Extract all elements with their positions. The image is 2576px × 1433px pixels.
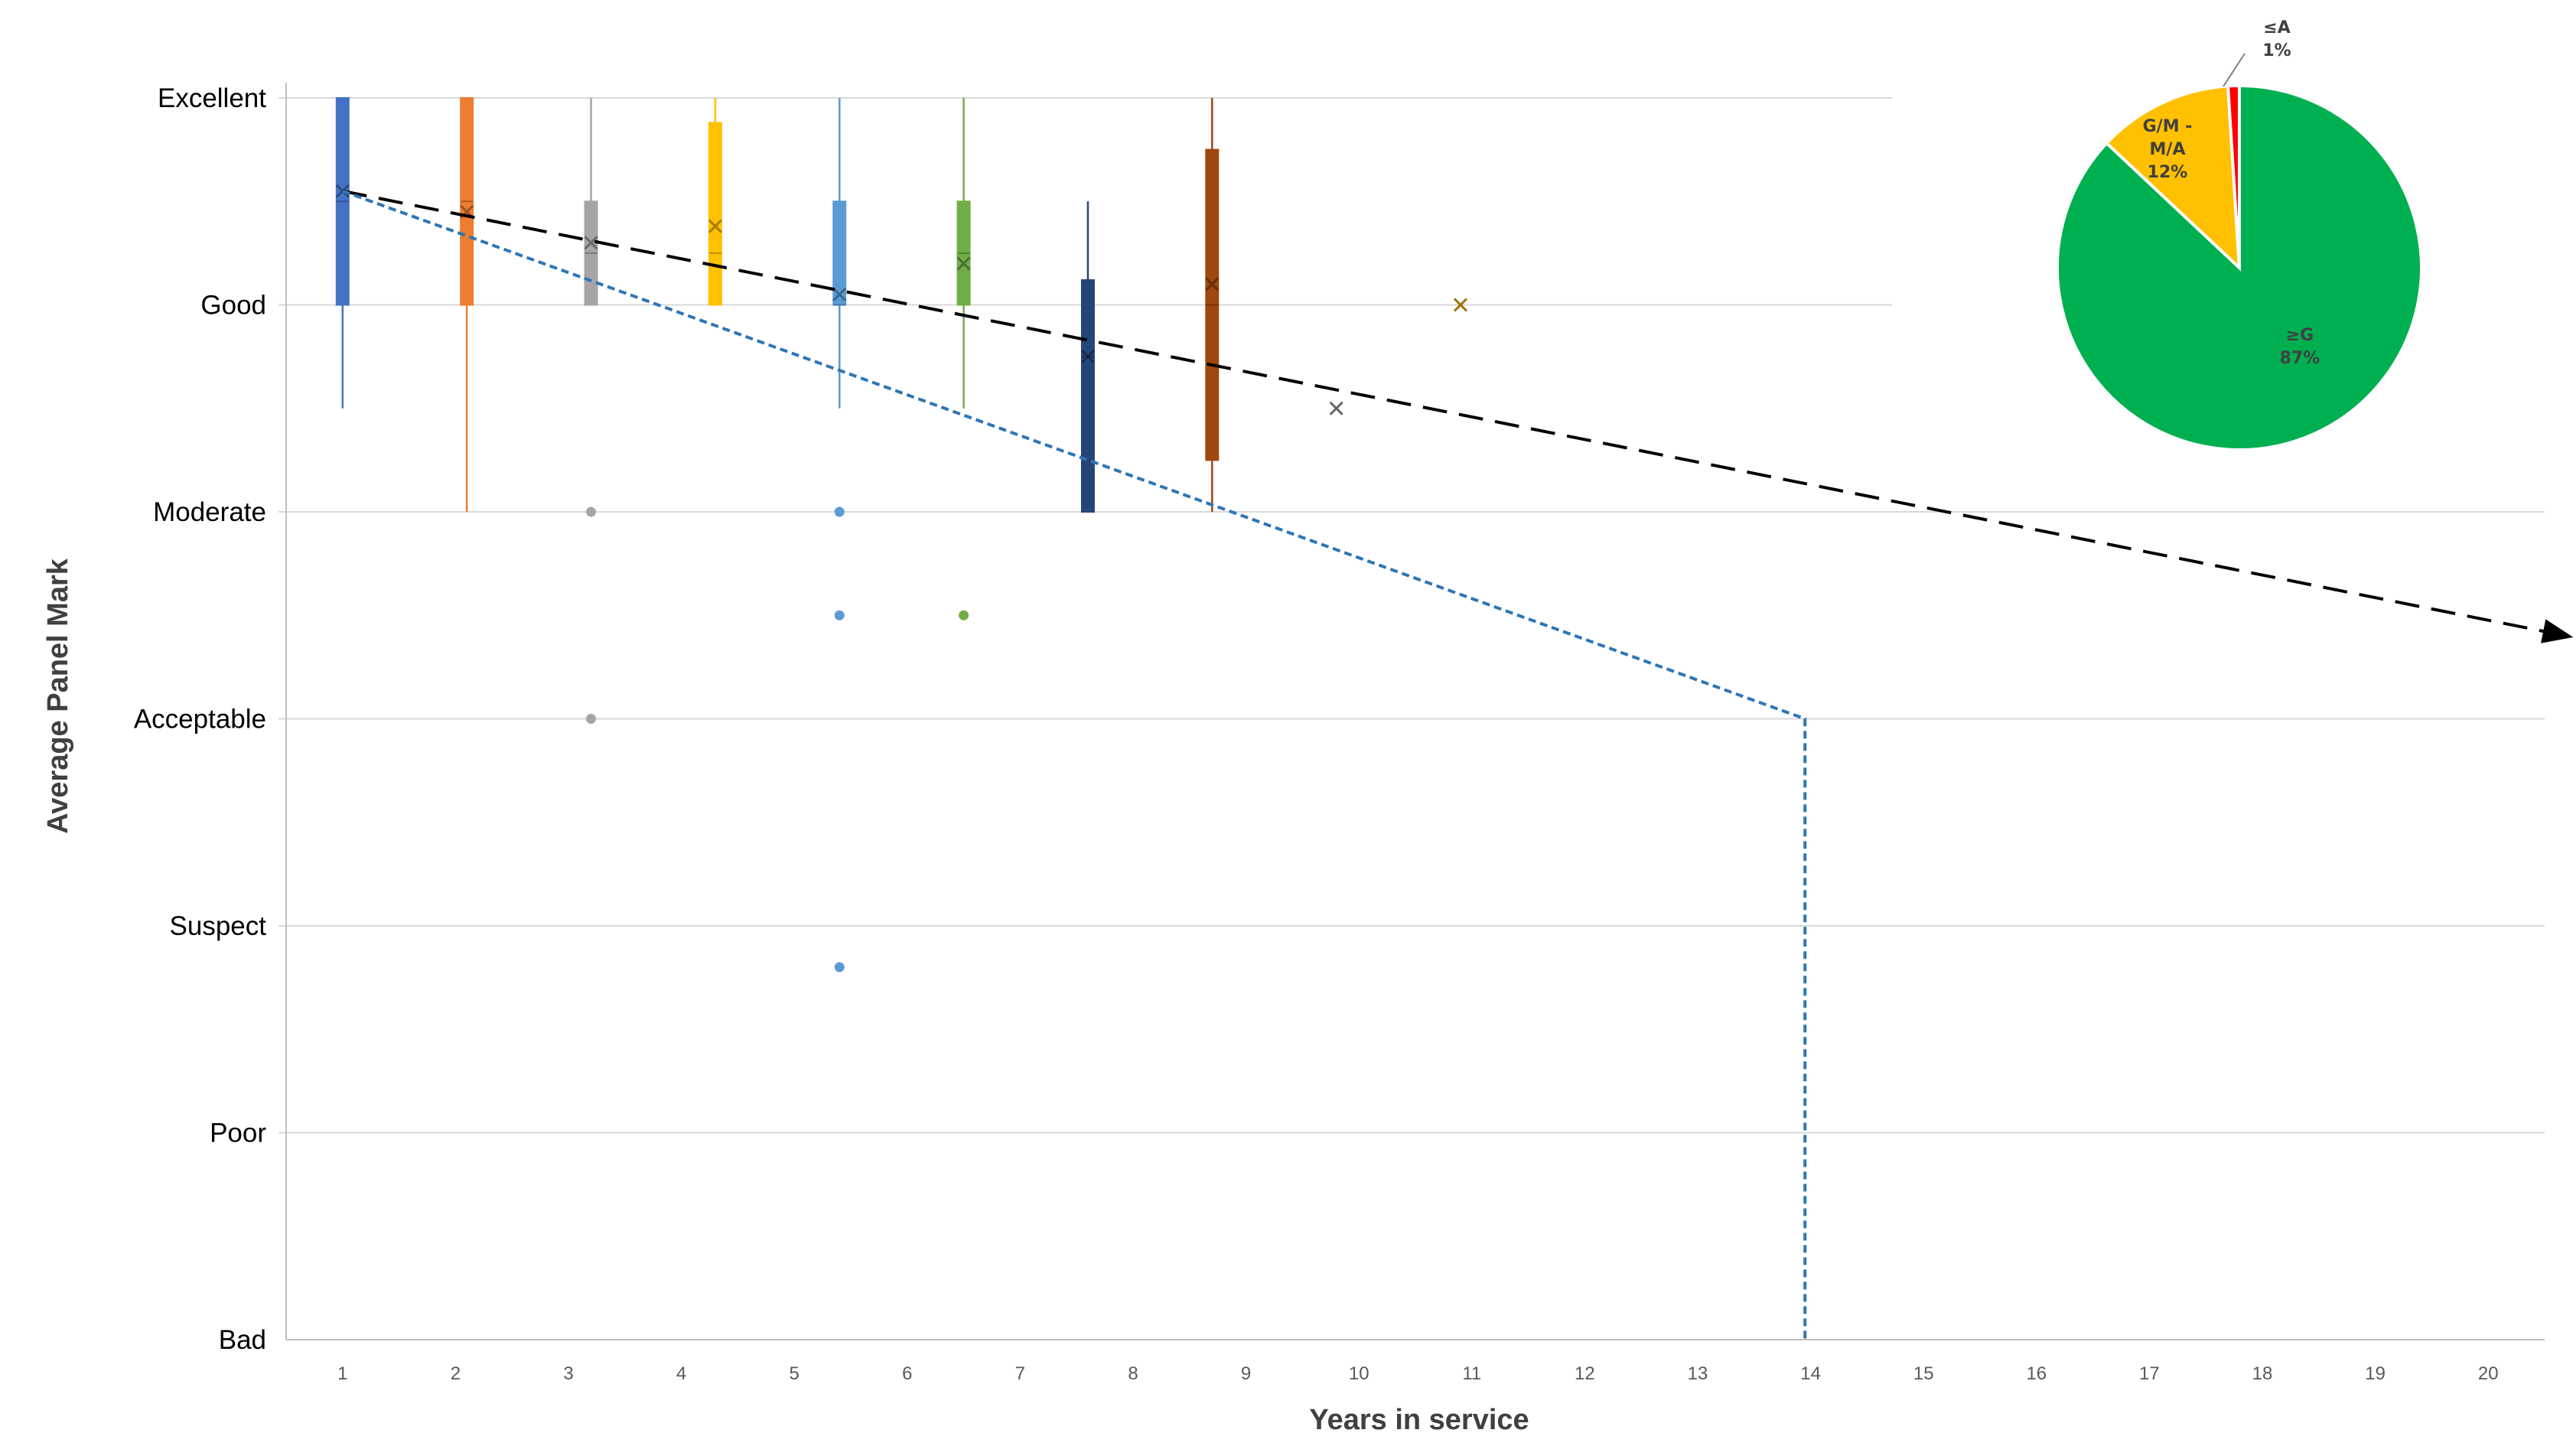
box-outlier: [959, 610, 969, 620]
x-tick-17: 17: [2139, 1363, 2160, 1384]
pie-label-3-line: 1%: [2262, 41, 2291, 60]
box-8: [1205, 98, 1220, 512]
box-mean-marker: [1453, 298, 1468, 312]
box-outlier: [834, 506, 845, 517]
x-tick-12: 12: [1575, 1363, 1595, 1384]
x-tick-6: 6: [902, 1363, 912, 1384]
box-mean-marker: [1205, 277, 1220, 291]
x-tick-9: 9: [1241, 1363, 1251, 1384]
box-7: [1080, 201, 1096, 513]
box-1: [335, 97, 350, 409]
pie-label-1: ≥G 87%: [2280, 326, 2320, 368]
box-9: [1329, 401, 1343, 415]
x-tick-2: 2: [451, 1363, 461, 1384]
pie-label-1-line: 87%: [2280, 349, 2320, 368]
pie-label-3-line: ≤A: [2263, 18, 2290, 37]
pie-slice-3: [2226, 83, 2241, 269]
x-tick-11: 11: [1462, 1363, 1481, 1384]
box-iqr: [1080, 279, 1095, 513]
box-4: [708, 98, 722, 306]
box-3: [584, 98, 598, 724]
x-tick-7: 7: [1015, 1363, 1025, 1384]
pie-slice-2: [2104, 84, 2242, 272]
y-tick-moderate: Moderate: [153, 497, 266, 527]
y-axis-title: Average Panel Mark: [42, 558, 74, 834]
box-outlier: [834, 610, 845, 620]
y-tick-labels: Bad Poor Suspect Acceptable Moderate Good Exce…: [134, 83, 267, 1355]
box-mean-marker: [1329, 401, 1343, 415]
pie-label-3: ≤A 1%: [2262, 18, 2291, 60]
axes: [285, 83, 2545, 1340]
x-tick-5: 5: [790, 1363, 800, 1384]
box-outlier: [586, 714, 597, 724]
x-axis-title: Years in service: [1309, 1404, 1529, 1433]
box-iqr: [956, 200, 971, 306]
x-tick-10: 10: [1349, 1363, 1369, 1384]
x-tick-4: 4: [676, 1363, 686, 1384]
x-tick-20: 20: [2478, 1363, 2499, 1384]
trend-lines: [342, 189, 2574, 1340]
box-iqr: [1205, 148, 1220, 461]
box-mean-marker: [832, 287, 847, 302]
box-iqr: [832, 200, 847, 306]
box-iqr: [460, 97, 474, 306]
y-tick-suspect: Suspect: [170, 911, 267, 941]
x-tick-14: 14: [1800, 1363, 1821, 1384]
trend-line-2: [342, 189, 1807, 1340]
y-tick-good: Good: [200, 291, 266, 321]
box-outlier: [834, 962, 845, 972]
box-iqr: [708, 122, 722, 306]
x-tick-18: 18: [2252, 1363, 2273, 1384]
pie-slice-1: [2056, 83, 2423, 451]
pie-chart: ≥G 87% G/M - M/A 12% ≤A 1%: [2056, 18, 2423, 451]
box-outlier: [586, 506, 597, 517]
trend-line-1: [342, 189, 2574, 643]
x-tick-13: 13: [1688, 1363, 1708, 1384]
y-tick-acceptable: Acceptable: [134, 705, 266, 734]
box-mean-marker: [708, 219, 722, 233]
box-5: [832, 98, 847, 972]
box-iqr: [335, 97, 350, 306]
y-tick-excellent: Excellent: [158, 83, 266, 113]
pie-label-2-line: M/A: [2150, 140, 2186, 159]
y-tick-bad: Bad: [219, 1325, 266, 1355]
x-tick-1: 1: [337, 1363, 347, 1384]
y-tick-poor: Poor: [210, 1119, 266, 1148]
pie-leader-line: [2223, 53, 2245, 87]
box-plots: [335, 97, 1468, 972]
x-tick-19: 19: [2365, 1363, 2385, 1384]
box-2: [460, 97, 474, 512]
x-tick-3: 3: [563, 1363, 573, 1384]
x-tick-8: 8: [1128, 1363, 1138, 1384]
box-mean-marker: [584, 236, 598, 250]
box-mean-marker: [1080, 350, 1096, 364]
pie-label-2-line: 12%: [2148, 163, 2188, 182]
x-tick-16: 16: [2026, 1363, 2047, 1384]
box-mean-marker: [956, 256, 971, 271]
pie-label-2-line: G/M -: [2143, 117, 2193, 136]
x-tick-labels: 1 2 3 4 5 6 7 8 9 10 11 12 13 14 15 16 17 18 19 20: [337, 1363, 2498, 1384]
pie-label-2: G/M - M/A 12%: [2143, 117, 2193, 182]
pie-label-1-line: ≥G: [2286, 326, 2314, 345]
x-tick-15: 15: [1913, 1363, 1934, 1384]
box-10: [1453, 298, 1468, 312]
box-6: [956, 98, 971, 620]
